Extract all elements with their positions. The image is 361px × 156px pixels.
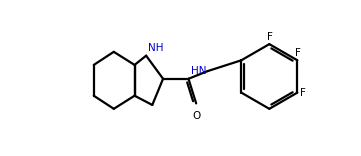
Text: O: O <box>192 111 200 121</box>
Text: F: F <box>267 32 273 42</box>
Text: NH: NH <box>148 43 163 53</box>
Text: HN: HN <box>191 66 206 76</box>
Text: F: F <box>295 48 301 58</box>
Text: F: F <box>300 88 306 98</box>
